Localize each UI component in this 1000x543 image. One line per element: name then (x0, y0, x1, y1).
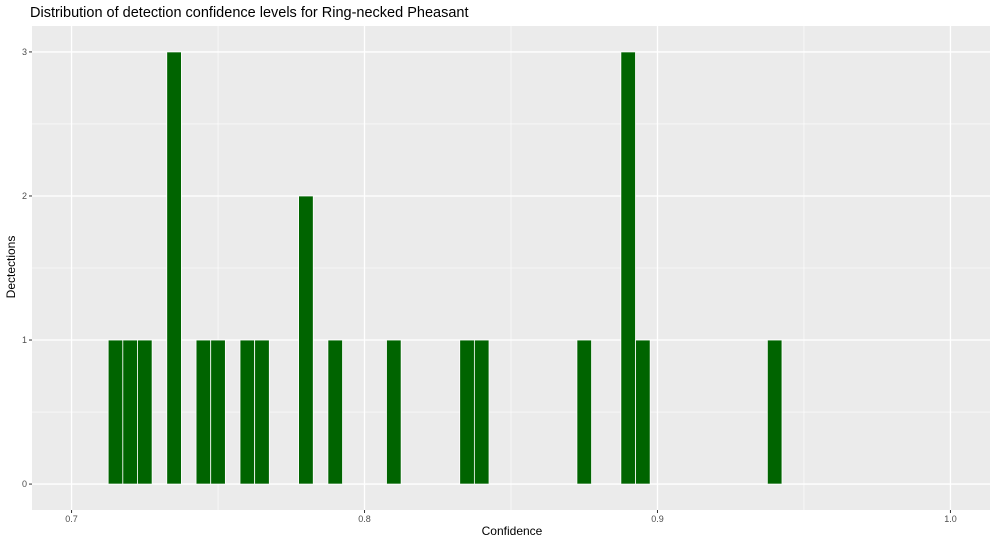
histogram-bars (107, 51, 783, 485)
minor-gridlines (32, 26, 990, 510)
histogram-bar (576, 339, 592, 485)
y-axis-title: Dectections (4, 236, 18, 299)
histogram-bar (254, 339, 270, 485)
y-tick-label: 2 (22, 191, 27, 201)
histogram-bar (766, 339, 783, 485)
x-tick-label: 0.7 (65, 514, 78, 524)
y-tick-label: 0 (22, 479, 27, 489)
x-tick-label: 0.9 (651, 514, 664, 524)
histogram-bar (473, 339, 490, 485)
chart-title: Distribution of detection confidence lev… (30, 5, 468, 21)
y-tick-label: 3 (22, 47, 27, 57)
histogram-bar (107, 339, 124, 485)
x-tick-label: 1.0 (944, 514, 957, 524)
histogram-bar (327, 339, 343, 485)
histogram-bar (386, 339, 402, 485)
histogram-bar (298, 195, 314, 485)
major-gridlines (32, 26, 990, 510)
x-tick-label: 0.8 (358, 514, 371, 524)
histogram-bar (239, 339, 256, 485)
x-axis-title: Confidence (482, 524, 543, 538)
histogram-bar (459, 339, 475, 485)
histogram-bar (210, 339, 226, 485)
x-axis: 0.7 0.8 0.9 1.0 (65, 510, 957, 524)
histogram-bar (195, 339, 212, 485)
histogram-bar (166, 51, 182, 485)
y-tick-label: 1 (22, 335, 27, 345)
histogram-bar (620, 51, 636, 485)
histogram-bar (122, 339, 138, 485)
histogram-bar (635, 339, 651, 485)
y-axis: 0 1 2 3 (22, 47, 32, 489)
histogram-bar (137, 339, 153, 485)
